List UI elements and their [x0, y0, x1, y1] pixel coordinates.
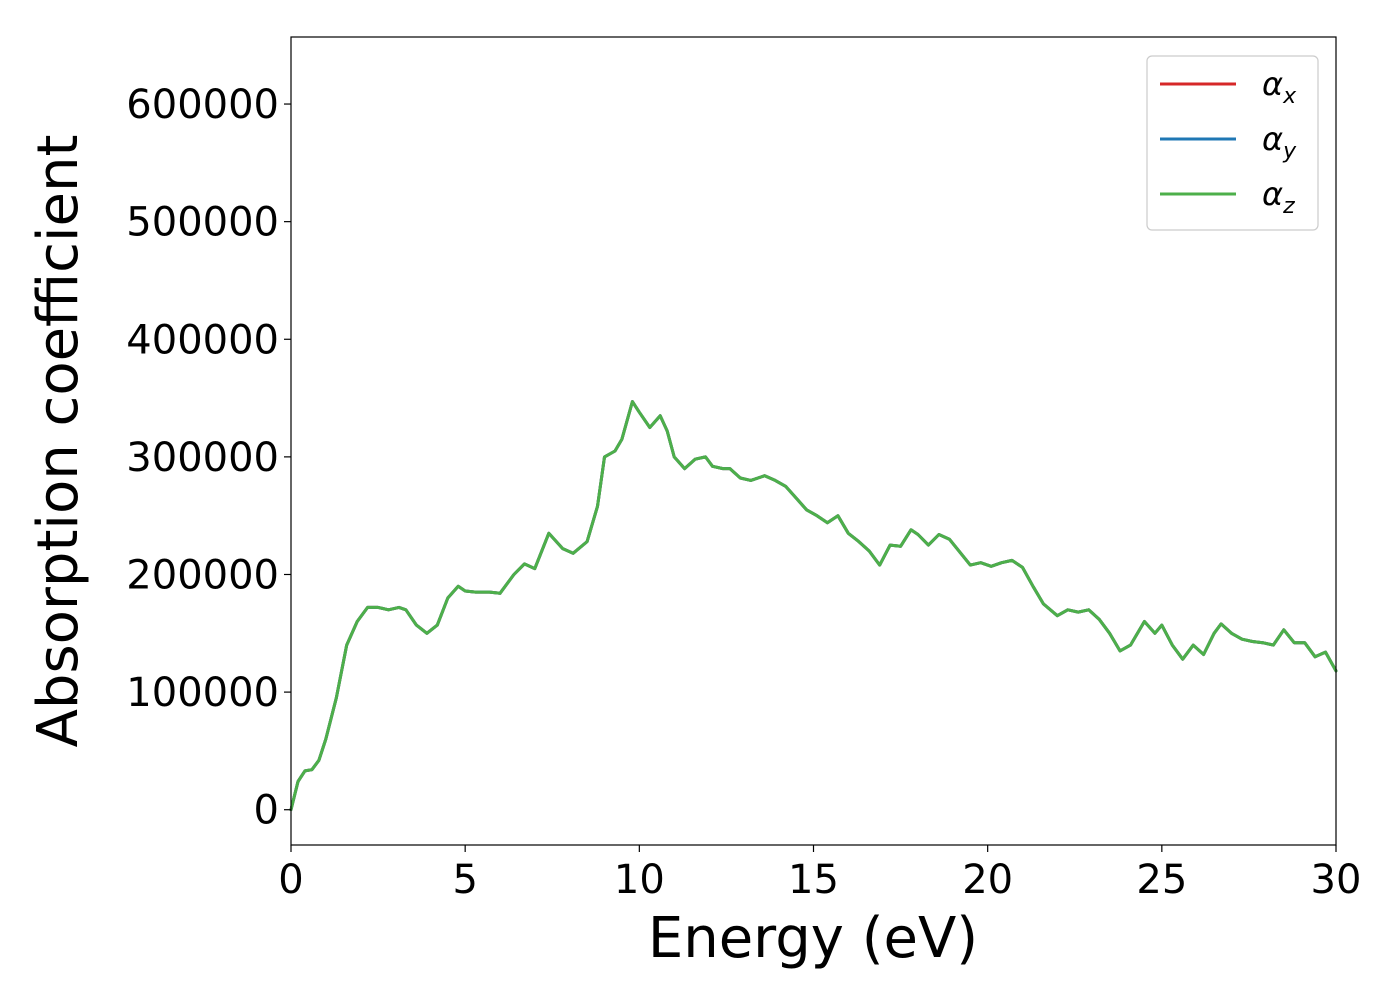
y-tick-label: 100000	[126, 670, 279, 716]
y-tick-label: 400000	[126, 317, 279, 363]
y-axis-ticks: 0 100000 200000 300000 400000 500000 600000	[126, 82, 291, 834]
x-tick-label: 30	[1311, 857, 1362, 903]
x-tick-label: 20	[962, 857, 1013, 903]
x-tick-label: 0	[278, 857, 303, 903]
series-line-y-1	[289, 400, 1338, 812]
y-tick-label: 300000	[126, 435, 279, 481]
series-layer	[289, 400, 1338, 812]
y-tick-label: 500000	[126, 200, 279, 246]
x-tick-label: 25	[1136, 857, 1187, 903]
y-axis-label: Absorption coefficient	[26, 135, 91, 748]
legend-box	[1146, 55, 1319, 231]
x-tick-label: 10	[614, 857, 665, 903]
x-axis-ticks: 0 5 10 15 20 25 30	[278, 845, 1361, 903]
series-line-x-0	[289, 400, 1338, 812]
x-tick-label: 15	[788, 857, 839, 903]
x-axis-label: Energy (eV)	[648, 906, 978, 971]
y-tick-label: 200000	[126, 552, 279, 598]
series-line-z-2	[289, 400, 1338, 812]
x-tick-label: 5	[452, 857, 477, 903]
y-tick-label: 0	[254, 788, 279, 834]
y-tick-label: 600000	[126, 82, 279, 128]
